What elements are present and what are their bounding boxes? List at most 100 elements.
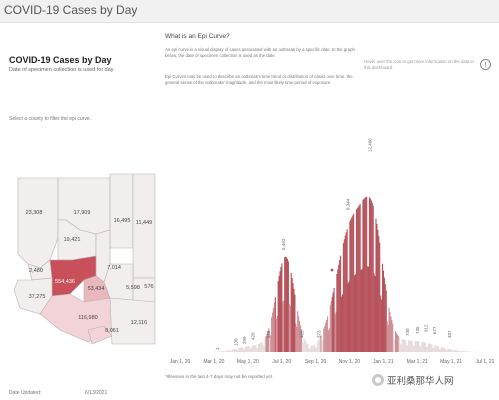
epi-curve-bar[interactable] — [368, 197, 371, 352]
epi-curve-bar[interactable] — [224, 351, 226, 352]
epi-curve-bar[interactable] — [286, 258, 289, 352]
epi-curve-bar[interactable] — [296, 326, 298, 352]
epi-curve-bar[interactable] — [427, 343, 429, 352]
epi-curve-bar[interactable] — [266, 333, 268, 352]
epi-curve-bar[interactable] — [254, 345, 256, 352]
epi-curve-bar[interactable] — [338, 264, 340, 352]
epi-curve-bar[interactable] — [218, 351, 220, 352]
epi-curve-bar[interactable] — [428, 343, 430, 352]
epi-curve-bar[interactable] — [456, 350, 458, 352]
epi-curve-bar[interactable] — [289, 306, 291, 352]
epi-curve-bar[interactable] — [246, 346, 248, 352]
epi-curve-bar[interactable] — [309, 348, 311, 352]
epi-curve-bar[interactable] — [267, 331, 269, 352]
epi-curve-bar[interactable] — [312, 345, 314, 352]
epi-curve-bar[interactable] — [232, 349, 234, 352]
epi-curve-bar[interactable] — [306, 343, 308, 352]
epi-curve-bar[interactable] — [236, 350, 238, 352]
epi-curve-bar[interactable] — [240, 347, 242, 352]
epi-curve-bar[interactable] — [300, 329, 302, 352]
epi-curve-bar[interactable] — [271, 317, 273, 352]
epi-curve-bar[interactable] — [325, 322, 327, 352]
epi-curve-bar[interactable] — [442, 347, 444, 352]
epi-curve-bar[interactable] — [272, 312, 274, 352]
epi-curve-bar[interactable] — [407, 345, 409, 352]
epi-curve-bar[interactable] — [388, 307, 390, 352]
epi-curve-bar[interactable] — [382, 270, 385, 352]
epi-curve-bar[interactable] — [450, 349, 453, 352]
epi-curve-bar[interactable] — [225, 350, 227, 352]
epi-curve-bar[interactable] — [441, 347, 443, 352]
epi-curve-bar[interactable] — [400, 344, 402, 352]
epi-curve-bar[interactable] — [453, 349, 455, 352]
epi-curve-bar[interactable] — [421, 341, 423, 352]
epi-curve-bar[interactable] — [393, 337, 395, 352]
epi-curve-bar[interactable] — [463, 351, 466, 352]
epi-curve-bar[interactable] — [252, 345, 254, 352]
epi-curve-bar[interactable] — [380, 295, 382, 352]
epi-curve-bar[interactable] — [354, 274, 357, 352]
epi-curve-bar[interactable] — [469, 351, 471, 353]
epi-curve-bar[interactable] — [308, 348, 310, 352]
epi-curve-bar[interactable] — [419, 346, 421, 352]
epi-curve-bar[interactable] — [329, 305, 331, 352]
epi-curve-bar[interactable] — [410, 340, 412, 352]
epi-curve-bar[interactable] — [436, 345, 438, 352]
epi-curve-bar[interactable] — [304, 340, 306, 352]
epi-curve-bar[interactable] — [288, 303, 290, 352]
epi-curve-bar[interactable] — [261, 341, 263, 352]
epi-curve-bar[interactable] — [313, 345, 315, 352]
epi-curve-bar[interactable] — [323, 328, 325, 352]
epi-curve-bar[interactable] — [324, 325, 326, 352]
epi-curve-bar[interactable] — [462, 350, 464, 352]
epi-curve-bar[interactable] — [278, 275, 280, 352]
epi-curve-bar[interactable] — [402, 339, 404, 352]
epi-curve-bar[interactable] — [348, 281, 350, 352]
epi-curve-bar[interactable] — [436, 345, 439, 352]
epi-curve-bar[interactable] — [418, 341, 420, 352]
epi-curve-bar[interactable] — [249, 348, 251, 352]
epi-curve-bar[interactable] — [372, 205, 374, 352]
epi-curve-bar[interactable] — [412, 345, 414, 352]
epi-curve-bar[interactable] — [381, 299, 383, 352]
epi-curve-bar[interactable] — [447, 348, 449, 352]
epi-curve-bar[interactable] — [454, 350, 456, 352]
epi-curve-bar[interactable] — [298, 316, 300, 352]
epi-curve-bar[interactable] — [243, 349, 245, 352]
epi-curve-bar[interactable] — [395, 333, 398, 352]
epi-curve-bar[interactable] — [369, 198, 371, 352]
epi-curve-bar[interactable] — [320, 335, 322, 352]
epi-curve-bar[interactable] — [392, 323, 394, 352]
epi-curve-bar[interactable] — [394, 339, 396, 352]
epi-curve-bar[interactable] — [262, 345, 264, 352]
epi-curve-bar[interactable] — [285, 257, 288, 352]
epi-curve-bar[interactable] — [279, 271, 281, 352]
epi-curve-bar[interactable] — [354, 275, 356, 352]
epi-curve-bar[interactable] — [239, 347, 241, 352]
epi-curve-bar[interactable] — [291, 277, 293, 352]
epi-curve-bar[interactable] — [331, 296, 333, 352]
epi-curve-bar[interactable] — [438, 348, 440, 352]
epi-curve-bar[interactable] — [264, 337, 266, 352]
epi-curve-bar[interactable] — [229, 350, 231, 352]
epi-curve-bar[interactable] — [366, 196, 368, 352]
epi-curve-bar[interactable] — [362, 200, 364, 352]
county-mohave[interactable] — [17, 177, 59, 269]
epi-curve-bar[interactable] — [446, 350, 448, 352]
epi-curve-bar[interactable] — [245, 346, 248, 352]
epi-curve-bar[interactable] — [293, 288, 295, 352]
epi-curve-bar[interactable] — [337, 269, 339, 352]
epi-curve-bar[interactable] — [327, 330, 330, 352]
epi-curve-bar[interactable] — [265, 336, 267, 352]
epi-curve-bar[interactable] — [363, 198, 365, 352]
epi-curve-bar[interactable] — [282, 301, 284, 352]
epi-curve-bar[interactable] — [467, 351, 469, 352]
epi-curve-bar[interactable] — [397, 335, 399, 352]
epi-curve-bar[interactable] — [426, 347, 428, 352]
epi-curve-bar[interactable] — [403, 339, 405, 352]
epi-curve-bar[interactable] — [443, 347, 445, 352]
epi-curve-bar[interactable] — [387, 324, 389, 352]
epi-curve-bar[interactable] — [315, 347, 317, 352]
epi-curve-bar[interactable] — [290, 272, 292, 352]
epi-curve-bar[interactable] — [370, 200, 372, 352]
